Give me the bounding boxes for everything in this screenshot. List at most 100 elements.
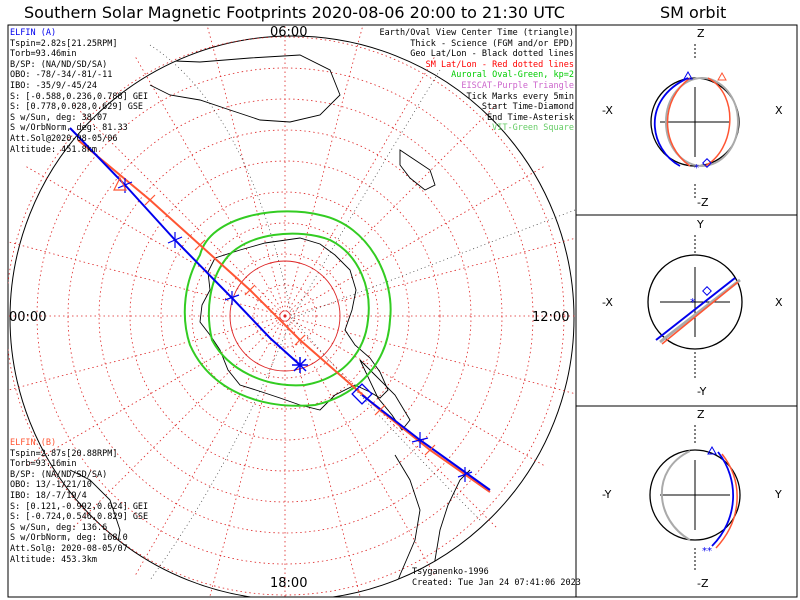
sm-longitude-spoke [284,315,575,395]
legend: Earth/Oval View Center Time (triangle) T… [380,28,574,134]
orbit-panel-yz: ** [649,425,741,570]
sm-longitude-spoke [284,315,546,467]
elfin-a-line: S w/Sun, deg: 38.07 [10,112,108,123]
sm-longitude-spoke [134,55,286,317]
sm-longitude-spoke [284,315,436,577]
elfin-a-line: Torb=93.46min [10,49,77,60]
elfin-a-line: S: [0.778,0.028,0.629] GSE [10,102,144,113]
svg-text:*: * [690,296,696,309]
page-title: Southern Solar Magnetic Footprints 2020-… [24,3,565,22]
sm-longitude-spoke [284,165,546,317]
elfin-a-track [69,127,491,491]
elfin-a-line: IBO: -35/9/-45/24 [10,80,97,91]
legend-item: Geo Lat/Lon - Black dotted lines [410,49,574,60]
australia-coast [149,54,341,123]
antarctic-peninsula [359,359,411,431]
elfin-b-line: Tspin=2.87s[20.88RPM] [10,448,118,459]
sm-longitude-spoke [284,315,498,529]
elfin-a-line: Altitude: 451.8km [10,144,97,155]
orbit-panel-xz: * [650,44,740,198]
panel1-top-label: Z [697,27,705,40]
view-center-triangle [113,176,127,191]
sm-longitude-spoke [8,315,286,391]
geo-grid [149,44,576,581]
mlt-label-left: 00:00 [9,310,47,325]
sm-grid [8,25,576,597]
created-text: Created: Tue Jan 24 07:41:06 2023 [412,578,581,588]
elfin-a-start-diamond [351,383,373,405]
elfin-b-line: B/SP: (NA/ND/SD/SA) [10,469,108,480]
panel2-bottom-label: -Y [697,385,707,398]
elfin-a-info: ELFIN (A) Tspin=2.82s[21.25RPM] Torb=93.… [10,28,148,155]
svg-text:**: ** [702,546,712,557]
elfin-b-line: S: [0.121,-0.992,0.024] GEI [10,501,149,512]
legend-item: Start Time-Diamond [481,102,574,113]
legend-item: Auroral Oval-Green, kp=2 [451,70,574,81]
sm-longitude-spoke [72,315,286,529]
elfin-b-line: S w/OrbNorm, deg: 168.0 [10,533,128,544]
sm-latitude-circle [229,260,341,372]
sm-longitude-spoke [284,26,364,317]
new-zealand-coast [399,149,436,191]
sm-longitude-spoke [284,315,361,597]
sm-longitude-spoke [284,103,498,317]
panel1-right-label: X [775,104,783,117]
sm-longitude-spoke [209,315,286,597]
sm-longitude-spoke [134,315,286,577]
elfin-b-info: ELFIN (B) Tspin=2.87s[20.88RPM] Torb=93.… [10,438,148,565]
legend-item: SM Lat/Lon - Red dotted lines [425,59,574,70]
antarctica-coast [199,237,389,411]
globe-outline [9,35,575,597]
sm-latitude-ring [129,160,441,472]
africa-coast [69,469,121,561]
mlt-label-bottom: 18:00 [270,576,308,591]
credit-text: Tsyganenko-1996 [412,567,489,577]
panel3-left-label: -Y [602,488,612,501]
elfin-b-line: S w/Sun, deg: 136.6 [10,522,108,533]
legend-item: End Time-Asterisk [487,112,574,123]
elfin-b-line: Altitude: 453.3km [10,554,97,565]
panel2-right-label: X [775,296,783,309]
sm-latitude-ring [253,284,317,348]
elfin-b-line: Att.Sol@: 2020-08-05/07 [10,543,128,554]
orbit-title: SM orbit [660,3,727,22]
sm-orbit-panels: * * ** [647,44,743,570]
elfin-a-line: B/SP: (NA/ND/SD/SA) [10,59,108,70]
sm-longitude-spoke [206,26,286,317]
elfin-a-line: S: [-0.588,0.236,0.788] GEI [10,91,149,102]
mlt-label-top: 06:00 [270,25,308,40]
panel1-bottom-label: -Z [697,196,709,209]
mlt-label-right: 12:00 [532,310,570,325]
panel3-right-label: Y [775,488,782,501]
legend-item: EISCAT-Purple Triangle [461,80,574,91]
elfin-b-tick-marks [144,194,436,456]
sm-longitude-spoke [8,241,286,317]
sm-longitude-spoke [72,103,286,317]
sm-longitude-spoke [24,165,286,317]
elfin-a-line: OBO: -78/-34/-81/-11 [10,70,113,81]
sm-latitude-ring [191,222,379,410]
panel3-bottom-label: -Z [697,577,709,590]
legend-item: Earth/Oval View Center Time (triangle) [379,28,574,38]
sm-longitude-spoke [284,55,436,317]
svg-text:*: * [694,163,699,174]
elfin-a-line: Tspin=2.82s[21.25RPM] [10,38,118,49]
auroral-oval [183,210,392,407]
orbit-panel-xy: * [647,235,743,378]
legend-item: Tick Marks every 5min [466,91,574,102]
elfin-a-end-asterisk [292,357,308,373]
elfin-b-line: IBO: 18/-7/19/4 [10,490,87,501]
sm-longitude-spoke [284,237,575,317]
elfin-b-name: ELFIN (B) [10,438,57,448]
legend-item: VIT-Green Square [492,123,574,134]
elfin-a-tick-marks [117,178,473,482]
elfin-b-line: S: [-0.724,0.546,0.829] GSE [10,512,149,523]
sm-latitude-ring [222,253,348,379]
sm-longitude-spoke [24,315,286,467]
panel3-top-label: Z [697,408,705,421]
orbit-frame [575,24,798,598]
sm-latitude-ring [160,191,410,441]
panel2-top-label: Y [697,218,704,231]
elfin-a-line: Att.Sol@2020-08-05/06 [10,133,118,144]
